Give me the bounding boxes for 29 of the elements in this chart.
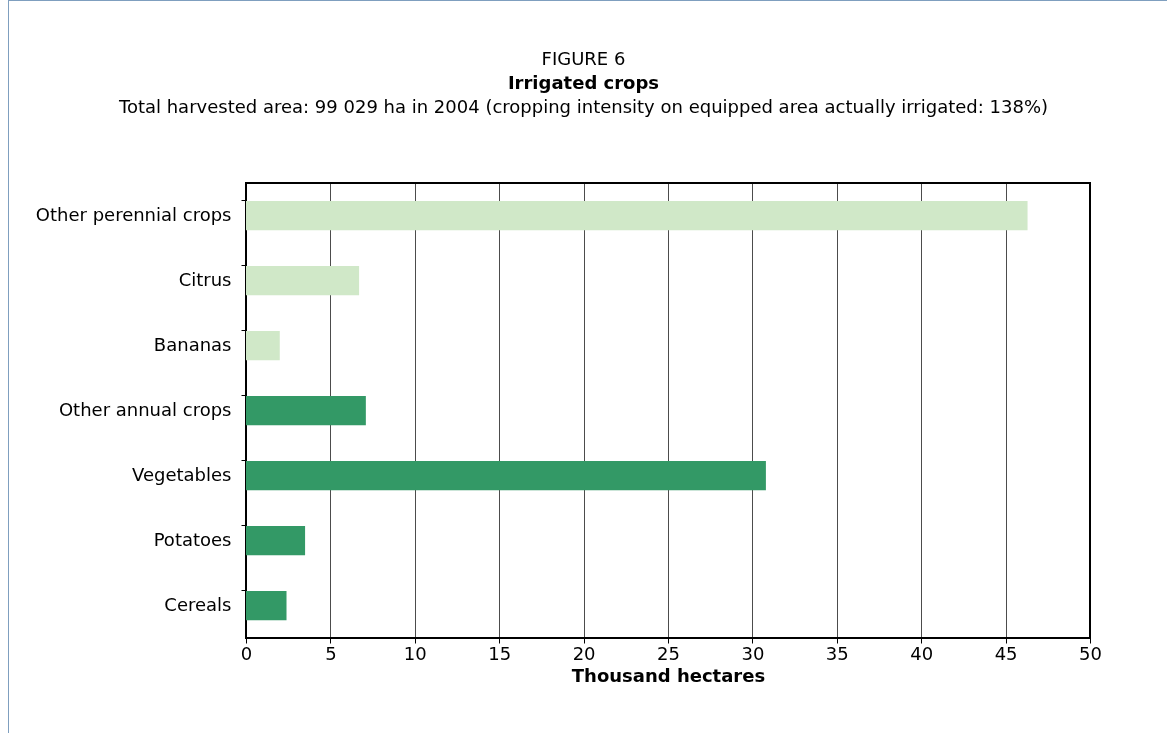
x-tick-label: 10: [403, 642, 427, 664]
bar: [246, 330, 280, 361]
y-tick-label: Citrus: [178, 268, 232, 290]
x-tick-label: 5: [325, 642, 337, 664]
bar: [246, 265, 360, 296]
y-tick-label: Potatoes: [153, 528, 232, 550]
x-tick-label: 45: [994, 642, 1018, 664]
x-tick-label: 30: [741, 642, 765, 664]
y-tick-label: Bananas: [153, 333, 232, 355]
x-tick-label: 0: [240, 642, 253, 664]
y-tick-label: Other annual crops: [58, 398, 232, 420]
y-tick-label: Other perennial crops: [35, 203, 232, 225]
y-tick-label: Cereals: [164, 593, 232, 615]
x-tick-label: 15: [488, 642, 512, 664]
chart-subtitle: Total harvested area: 99 029 ha in 2004 (cropping intensity on equipped area actually irrigated: 138%): [117, 95, 1050, 119]
bar: [246, 460, 766, 491]
x-tick-label: 50: [1079, 642, 1102, 664]
x-tick-label: 35: [825, 642, 849, 664]
bar: [246, 525, 306, 556]
x-axis-title: Thousand hectares: [571, 664, 766, 686]
bar: [246, 395, 366, 426]
chart-title: Irrigated crops: [506, 71, 661, 95]
bar: [246, 200, 1028, 231]
y-tick-label: Vegetables: [132, 463, 232, 485]
bar: [246, 590, 287, 621]
x-tick-label: 40: [910, 642, 934, 664]
caption: FIGURE 6: [540, 47, 627, 71]
x-tick-label: 25: [657, 642, 680, 664]
x-tick-label: 20: [572, 642, 596, 664]
